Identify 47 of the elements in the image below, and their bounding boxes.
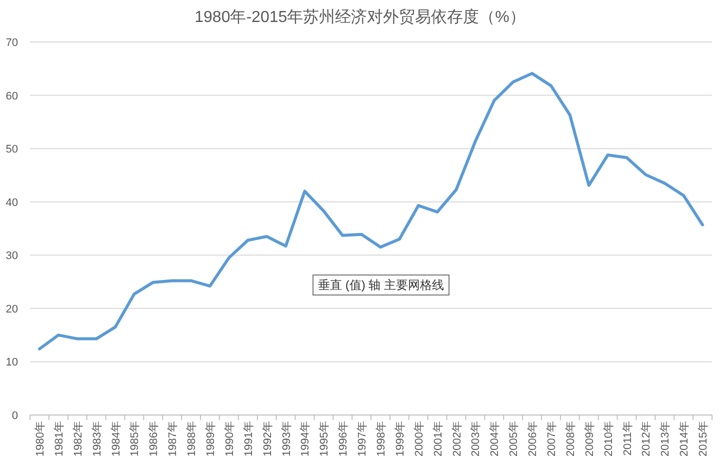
x-tick-label: 2003年 (470, 421, 482, 456)
x-tick-label: 2007年 (546, 421, 558, 456)
x-tick-label: 2012年 (640, 421, 653, 456)
x-tick-label: 1988年 (186, 421, 198, 456)
y-tick-label: 20 (6, 303, 18, 316)
x-tick-label: 1983年 (91, 421, 104, 456)
y-tick-label: 0 (12, 410, 18, 422)
x-tick-label: 1981年 (53, 421, 66, 456)
x-tick-label: 2006年 (527, 421, 540, 456)
y-tick-label: 50 (6, 144, 18, 156)
x-tick-label: 2002年 (451, 421, 464, 456)
x-tick-label: 1989年 (204, 421, 217, 456)
x-tick-label: 1984年 (110, 421, 122, 456)
x-tick-label: 2015年 (698, 421, 710, 456)
x-tick-label: 1992年 (262, 421, 274, 456)
x-tick-label: 2010年 (602, 421, 615, 456)
y-tick-label: 70 (6, 37, 18, 49)
x-tick-label: 2005年 (508, 421, 520, 456)
x-tick-label: 1986年 (148, 421, 160, 456)
x-tick-label: 2009年 (584, 421, 596, 456)
x-tick-label: 2000年 (413, 421, 426, 456)
chart-title: 1980年-2015年苏州经济对外贸易依存度（%） (194, 8, 526, 26)
x-tick-label: 2001年 (432, 421, 444, 456)
x-tick-label: 2013年 (660, 421, 672, 456)
annotation: 垂直 (值) 轴 主要网格线 (318, 278, 444, 292)
x-tick-label: 1998年 (375, 421, 388, 456)
x-tick-label: 1993年 (280, 421, 293, 456)
x-tick-label: 2004年 (489, 421, 502, 456)
x-tick-label: 1995年 (318, 421, 331, 456)
x-tick-label: 1982年 (72, 421, 84, 456)
line-series (38, 72, 704, 350)
x-tick-label: 1985年 (129, 421, 142, 456)
x-tick-label: 1996年 (338, 421, 350, 456)
x-tick-label: 1994年 (300, 421, 312, 456)
x-tick-label: 1980年 (34, 421, 46, 456)
y-tick-label: 40 (6, 196, 18, 209)
x-tick-label: 1999年 (394, 421, 406, 456)
y-tick-label: 10 (6, 356, 18, 369)
y-tick-label: 60 (6, 90, 18, 102)
x-tick-label: 1990年 (224, 421, 236, 456)
x-tick-label: 2008年 (564, 421, 577, 456)
y-tick-label: 30 (6, 250, 18, 262)
x-tick-label: 2014年 (678, 421, 691, 456)
x-tick-label: 1997年 (356, 421, 369, 456)
x-tick-label: 2011年 (622, 421, 634, 456)
x-tick-label: 1991年 (242, 421, 255, 456)
x-tick-label: 1987年 (167, 421, 180, 456)
